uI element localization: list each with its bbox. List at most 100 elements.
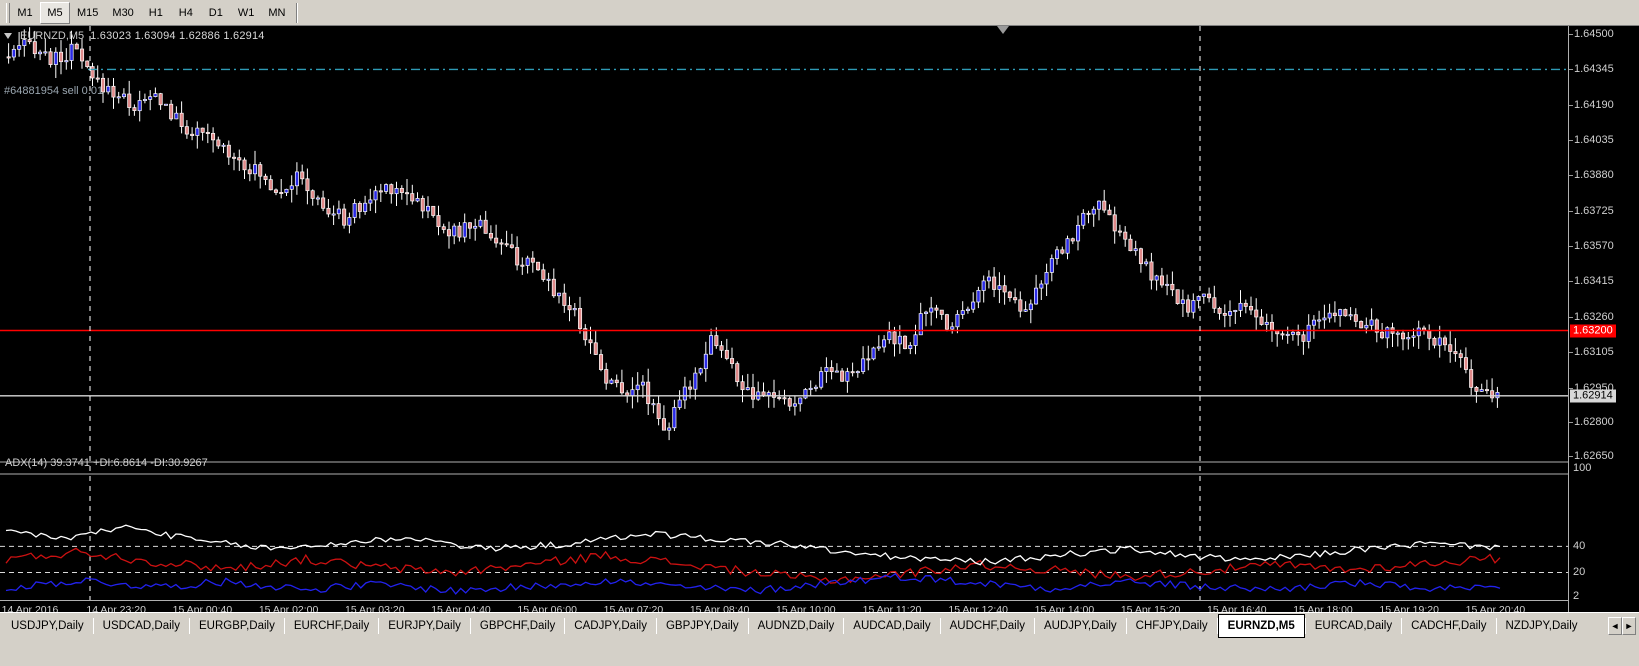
tab-divider	[564, 618, 566, 634]
indicator-tick: 2	[1573, 590, 1580, 602]
adx-indicator-series	[0, 524, 1568, 595]
symbol-tab-gbpjpy-daily[interactable]: GBPJPY,Daily	[665, 620, 739, 632]
tab-divider	[1495, 618, 1497, 634]
period-button-m5[interactable]: M5	[40, 1, 70, 24]
tab-scroll-next-button[interactable]: ►	[1622, 617, 1636, 635]
tab-divider	[92, 618, 94, 634]
symbol-tab-bar: USDJPY,Daily USDCAD,Daily EURGBP,Daily EURC…	[0, 612, 1639, 666]
time-tick: 15 Apr 00:40	[172, 604, 233, 612]
time-tick: 15 Apr 03:20	[345, 604, 405, 612]
tab-divider	[939, 618, 941, 634]
time-tick: 14 Apr 23:20	[86, 604, 146, 612]
toolbar-separator	[296, 2, 299, 23]
tab-divider	[655, 618, 657, 634]
time-tick: 15 Apr 08:40	[689, 604, 750, 612]
symbol-tab-strip: USDJPY,Daily USDCAD,Daily EURGBP,Daily EURC…	[0, 613, 1608, 639]
collapse-triangle-icon[interactable]	[4, 33, 12, 39]
period-button-h1[interactable]: H1	[148, 6, 163, 19]
tab-divider	[188, 618, 190, 634]
price-tick: 1.63105	[1569, 346, 1614, 359]
price-tick: 1.63570	[1569, 240, 1614, 253]
tab-divider	[1401, 618, 1403, 634]
price-tick: 1.62650	[1569, 450, 1614, 462]
time-tick: 15 Apr 02:00	[258, 604, 319, 612]
price-tick: 1.64345	[1569, 63, 1614, 76]
tab-divider	[283, 618, 285, 634]
symbol-tab-eurchf-daily[interactable]: EURCHF,Daily	[293, 620, 370, 632]
price-tick: 1.63260	[1569, 310, 1614, 323]
price-tick: 1.63725	[1569, 204, 1614, 217]
time-tick: 15 Apr 10:00	[776, 604, 836, 612]
time-tick: 15 Apr 19:20	[1379, 604, 1439, 612]
symbol-tab-audnzd-daily[interactable]: AUDNZD,Daily	[757, 620, 835, 632]
price-tick: 1.62800	[1569, 415, 1614, 428]
price-tick: 1.63880	[1569, 169, 1614, 182]
symbol-tab-cadjpy-daily[interactable]: CADJPY,Daily	[574, 620, 647, 632]
time-tick: 15 Apr 14:00	[1034, 604, 1095, 612]
symbol-tab-usdjpy-daily[interactable]: USDJPY,Daily	[11, 620, 84, 632]
period-toolbar: M1 M5 M15 M30 H1 H4 D1 W1 MN	[0, 0, 1639, 26]
tab-nav-buttons: ◄ ►	[1608, 613, 1639, 639]
symbol-tab-cadchf-daily[interactable]: CADCHF,Daily	[1411, 620, 1487, 632]
price-tick: 1.63415	[1569, 275, 1614, 288]
indicator-tick: 40	[1573, 540, 1586, 553]
time-tick: 15 Apr 20:40	[1465, 604, 1526, 612]
ohlc-values: 1.63023 1.63094 1.62886 1.62914	[90, 30, 265, 42]
tab-scroll-prev-button[interactable]: ◄	[1608, 617, 1622, 635]
time-tick: 15 Apr 18:00	[1293, 604, 1353, 612]
indicator-label: ADX(14) 39.3741 +DI:6.8614 -DI:30.9267	[5, 457, 208, 469]
period-button-m15[interactable]: M15	[77, 6, 99, 19]
chart-symbol-header: EURNZD,M5 1.63023 1.63094 1.62886 1.6291…	[4, 30, 265, 42]
time-tick: 15 Apr 12:40	[948, 604, 1008, 612]
period-button-group: M1 M5 M15 M30 H1 H4 D1 W1 MN	[10, 1, 292, 24]
tab-divider	[1125, 618, 1127, 634]
chart-top-marker-icon	[997, 26, 1009, 34]
symbol-tab-audchf-daily[interactable]: AUDCHF,Daily	[949, 620, 1026, 632]
symbol-tab-eurjpy-daily[interactable]: EURJPY,Daily	[388, 620, 461, 632]
indicator-tick: 20	[1573, 566, 1586, 579]
chart-plot	[0, 26, 1568, 600]
symbol-tab-eurcad-daily[interactable]: EURCAD,Daily	[1314, 620, 1393, 632]
symbol-tab-chfjpy-daily[interactable]: CHFJPY,Daily	[1135, 620, 1208, 632]
price-scale[interactable]: 1.64500 1.64345 1.64190 1.64035 1.63880 1.637…	[1568, 26, 1639, 612]
symbol-tab-audcad-daily[interactable]: AUDCAD,Daily	[853, 620, 931, 632]
symbol-tab-nzdjpy-daily[interactable]: NZDJPY,Daily	[1505, 620, 1578, 632]
time-tick: 15 Apr 15:20	[1120, 604, 1181, 612]
tab-divider	[378, 618, 380, 634]
period-button-m1[interactable]: M1	[17, 6, 33, 19]
tab-divider	[469, 618, 471, 634]
symbol-period-label: EURNZD,M5	[20, 30, 85, 42]
price-tick: 1.64190	[1569, 98, 1614, 111]
symbol-tab-usdcad-daily[interactable]: USDCAD,Daily	[102, 620, 180, 632]
period-button-mn[interactable]: MN	[268, 6, 286, 19]
toolbar-grip[interactable]	[6, 2, 10, 23]
candlestick-series	[0, 26, 1568, 600]
chart-canvas[interactable]: EURNZD,M5 1.63023 1.63094 1.62886 1.6291…	[0, 26, 1639, 612]
period-button-m30[interactable]: M30	[112, 6, 134, 19]
symbol-tab-eurnzd-m5[interactable]: EURNZD,M5	[1217, 614, 1305, 638]
bid-price-tag: 1.63200	[1570, 324, 1616, 338]
symbol-tab-eurgbp-daily[interactable]: EURGBP,Daily	[198, 620, 275, 632]
symbol-tab-gbpchf-daily[interactable]: GBPCHF,Daily	[479, 620, 556, 632]
indicator-tick: 100	[1573, 462, 1592, 474]
price-tick: 1.64500	[1569, 28, 1614, 40]
last-price-tag: 1.62914	[1570, 389, 1616, 403]
price-tick: 1.64035	[1569, 134, 1614, 147]
order-label: #64881954 sell 0.01	[4, 85, 104, 97]
period-button-w1[interactable]: W1	[237, 6, 255, 19]
tab-divider	[747, 618, 749, 634]
time-scale[interactable]: 14 Apr 2016 14 Apr 23:20 15 Apr 00:40 15 Ap…	[0, 600, 1568, 612]
tab-divider	[1034, 618, 1036, 634]
period-button-h4[interactable]: H4	[178, 6, 193, 19]
time-tick: 15 Apr 06:00	[517, 604, 577, 612]
time-tick: 15 Apr 16:40	[1207, 604, 1267, 612]
tab-divider	[1216, 618, 1218, 634]
time-tick: 15 Apr 07:20	[603, 604, 664, 612]
time-tick: 15 Apr 11:20	[862, 604, 922, 612]
symbol-tab-audjpy-daily[interactable]: AUDJPY,Daily	[1044, 620, 1117, 632]
time-tick: 15 Apr 04:40	[431, 604, 491, 612]
tab-divider	[1304, 618, 1306, 634]
tab-divider	[843, 618, 845, 634]
period-button-d1[interactable]: D1	[208, 6, 223, 19]
